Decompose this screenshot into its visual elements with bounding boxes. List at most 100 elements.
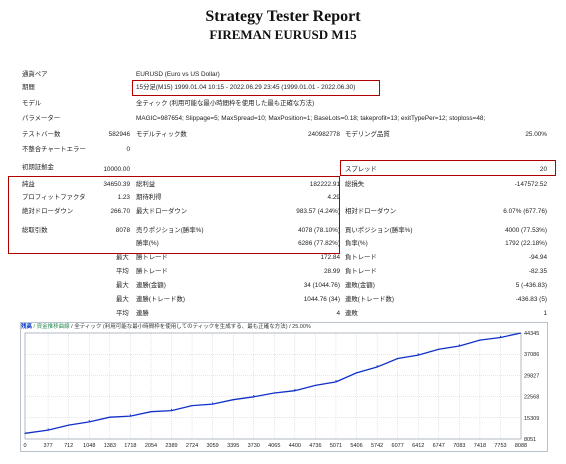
balance-point [129, 414, 131, 416]
largest-label: 最大 [116, 254, 129, 261]
period-value: 15分足(M15) 1999.01.04 10:15 - 2022.06.29 … [136, 84, 356, 91]
balance-chart: 残高 / 資金推移曲線 / 全ティック (利用可能な最小時間枠を使用してのティッ… [20, 322, 548, 452]
plot-area-border [24, 332, 522, 440]
gross-loss-value: -147572.52 [514, 181, 547, 188]
y-tick-label: 8051 [524, 437, 536, 443]
y-tick-label: 22568 [524, 395, 539, 401]
balance-point [273, 392, 275, 394]
maxcons-win-value: 34 (1044.76) [303, 282, 340, 289]
balance-point [417, 353, 419, 355]
balance-point [150, 411, 152, 413]
gross-profit-label: 総利益 [136, 181, 156, 188]
long-value: 4000 (77.53%) [505, 227, 547, 234]
chart-header: 残高 / 資金推移曲線 / 全ティック (利用可能な最小時間枠を使用してのティッ… [21, 323, 547, 331]
avgcons-win-value: 4 [336, 310, 340, 317]
x-tick-label: 712 [64, 443, 73, 449]
short-value: 4078 (78.10%) [298, 227, 340, 234]
largest-win-value: 172.84 [320, 254, 340, 261]
avg-loss-value: -82.35 [528, 268, 547, 275]
trades-value: 8078 [115, 227, 130, 234]
chart-header-quality: / 25.00% [289, 324, 311, 330]
average-label: 平均 [116, 268, 129, 275]
chart-header-model: / 全ティック (利用可能な最小時間枠を使用してのティックを生成する、最も正確な… [71, 324, 288, 330]
gross-profit-value: 182222.91 [309, 181, 340, 188]
mismatch-value: 0 [126, 146, 130, 153]
balance-point [376, 365, 378, 367]
x-tick-label: 5071 [330, 443, 342, 449]
maxprofit-loss-value: -436.83 (5) [515, 296, 547, 303]
report-title: Strategy Tester Report [205, 8, 361, 25]
x-tick-label: 3395 [227, 443, 239, 449]
maxprofit-label: 最大 [116, 296, 129, 303]
x-tick-label: 0 [23, 443, 26, 449]
mismatch-label: 不整合チャートエラー [22, 146, 86, 153]
period-highlight-box [132, 80, 380, 96]
x-tick-label: 6412 [412, 443, 424, 449]
bars-label: テストバー数 [22, 131, 61, 138]
x-tick-label: 4736 [309, 443, 321, 449]
stats-highlight-box [8, 176, 340, 254]
ticks-label: モデルティック数 [136, 131, 187, 138]
report-table: 通貨ペア EURUSD (Euro vs US Dollar) 期間 15分足(… [8, 71, 556, 317]
balance-point [191, 404, 193, 407]
deposit-label: 初期証拠金 [22, 164, 54, 171]
rel-dd-label: 相対ドローダウン [345, 208, 397, 215]
win-value: 6286 (77.82%) [298, 240, 340, 247]
avgcons-win-label: 連勝 [136, 310, 149, 317]
balance-point [109, 416, 111, 418]
balance-point [314, 384, 317, 387]
balance-point [170, 408, 173, 410]
x-tick-label: 6747 [433, 443, 445, 449]
balance-point [88, 420, 90, 422]
x-tick-label: 1718 [124, 443, 136, 449]
avg-win-label: 勝トレード [136, 268, 168, 275]
balance-line [24, 332, 521, 434]
maxprofit-loss-label: 連敗(トレード数) [345, 296, 394, 303]
model-label: モデル [22, 100, 42, 107]
balance-point [335, 380, 337, 382]
avgcons-loss-label: 連敗 [345, 310, 358, 317]
gross-loss-label: 総損失 [345, 181, 365, 188]
y-tick-label: 44345 [524, 331, 539, 337]
balance-point [519, 332, 521, 334]
largest-win-label: 勝トレード [136, 254, 168, 261]
x-tick-label: 8088 [515, 443, 527, 449]
balance-point [397, 357, 399, 360]
short-label: 売りポジション(勝率%) [136, 227, 204, 234]
balance-point [458, 344, 460, 346]
balance-point [294, 388, 296, 391]
x-tick-label: 5406 [350, 443, 362, 449]
abs-dd-value: 266.70 [110, 208, 130, 215]
x-tick-label: 7418 [474, 443, 486, 449]
loss-value: 1792 (22.18%) [505, 240, 547, 247]
x-tick-label: 1048 [83, 443, 95, 449]
max-dd-label: 最大ドローダウン [136, 208, 188, 215]
avgcons-label: 平均 [116, 310, 129, 317]
balance-point [24, 432, 26, 434]
y-tick-label: 15309 [524, 416, 539, 422]
maxcons-loss-value: 5 (-436.83) [515, 282, 547, 289]
loss-label: 負率(%) [345, 240, 368, 247]
long-label: 買いポジション(勝率%) [345, 227, 413, 234]
maxprofit-win-label: 連勝(トレード数) [136, 296, 185, 303]
x-tick-label: 1383 [104, 443, 116, 449]
ticks-value: 240982778 [308, 131, 340, 138]
balance-point [211, 402, 214, 404]
spread-label: スプレッド [345, 166, 377, 173]
spread-value: 20 [539, 166, 547, 173]
abs-dd-label: 絶対ドローダウン [22, 208, 74, 215]
x-tick-label: 6077 [392, 443, 404, 449]
balance-point [68, 424, 70, 426]
largest-loss-label: 負トレード [345, 254, 377, 261]
balance-point [47, 428, 49, 430]
spread-highlight-box [340, 160, 556, 176]
maxprofit-win-value: 1044.76 (34) [303, 296, 340, 303]
balance-chart-svg: 0 377 712 1048 1383 1718 2054 2389 2724 3059 3395 3… [23, 331, 539, 449]
params-label: パラメーター [22, 115, 61, 122]
x-tick-label: 3730 [248, 443, 260, 449]
symbol-value: EURUSD (Euro vs US Dollar) [136, 71, 220, 78]
deposit-value: 10000.00 [103, 166, 130, 173]
x-tick-label: 2054 [145, 443, 157, 449]
pf-value: 1.23 [117, 194, 130, 201]
avg-loss-label: 負トレード [345, 268, 377, 275]
